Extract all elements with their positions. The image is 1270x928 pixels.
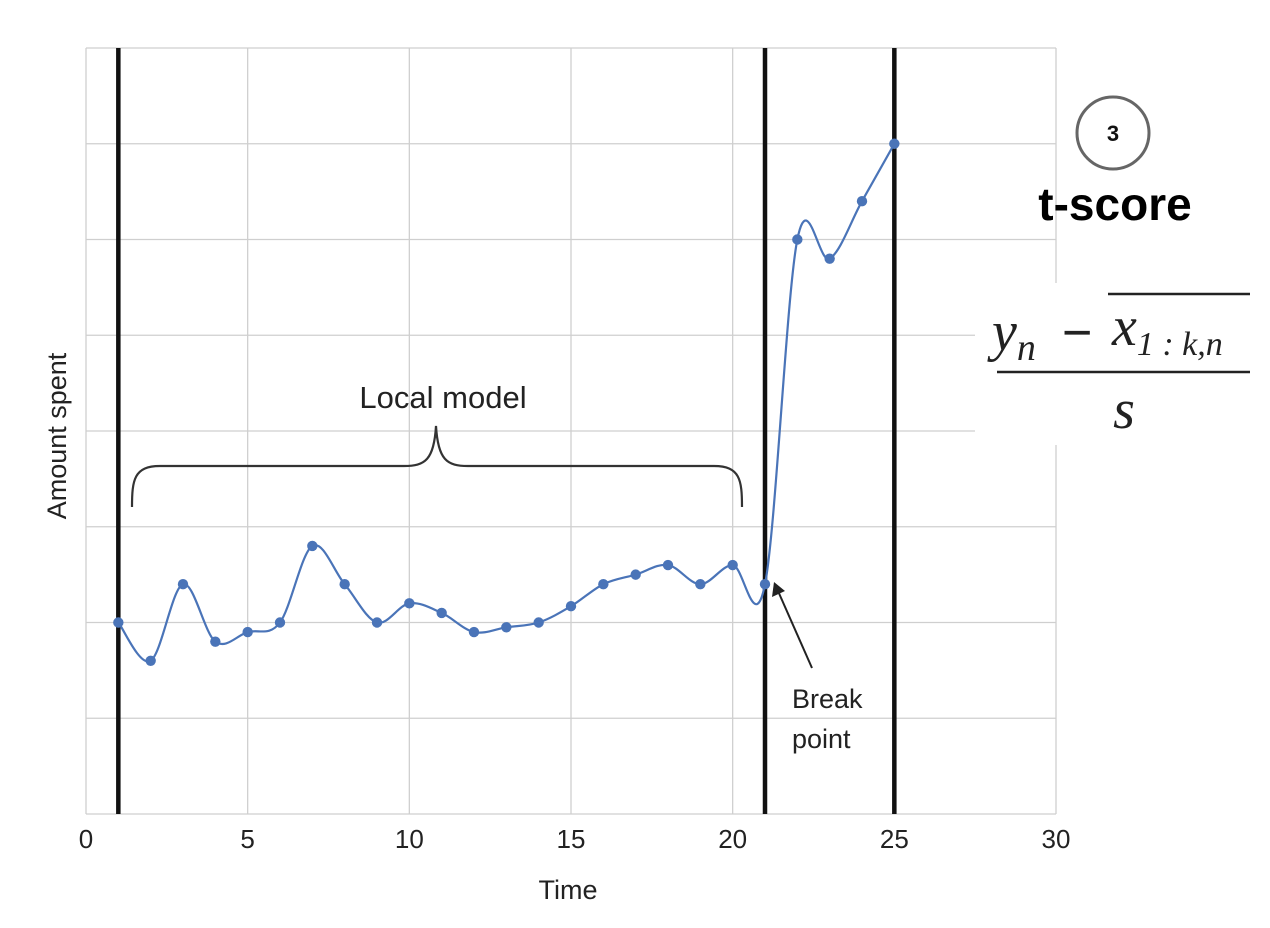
data-points: [113, 138, 900, 666]
data-point: [598, 579, 609, 590]
data-point: [113, 617, 124, 628]
t-score-formula: yn − x1 : k,n s: [987, 292, 1250, 441]
data-point: [727, 559, 738, 571]
formula-x-subscript: 1 : k,n: [1137, 326, 1223, 363]
x-tick-label: 25: [880, 824, 909, 854]
data-point: [210, 636, 221, 647]
data-point: [889, 138, 900, 149]
x-axis-label: Time: [539, 875, 598, 905]
data-point: [856, 196, 868, 207]
formula-denominator: s: [1113, 379, 1135, 441]
local-model-label: Local model: [359, 380, 526, 415]
data-point: [630, 569, 641, 580]
data-point: [339, 579, 350, 590]
x-tick-label: 0: [79, 824, 93, 854]
grid: [85, 47, 1057, 815]
data-point: [824, 253, 835, 264]
data-point: [177, 579, 189, 590]
data-point: [274, 617, 286, 628]
data-point: [792, 234, 803, 245]
x-tick-label: 15: [557, 824, 586, 854]
svg-text:x1 : k,n: x1 : k,n: [1111, 296, 1223, 363]
svg-text:yn: yn: [987, 301, 1036, 369]
data-point: [145, 655, 156, 666]
formula-minus: −: [1062, 304, 1092, 362]
break-point-arrow: [772, 582, 813, 669]
data-point: [468, 626, 480, 638]
t-score-heading: t-score: [1038, 178, 1191, 230]
x-tick-labels: 0 5 10 15 20 25 30: [79, 824, 1071, 854]
data-point: [695, 579, 706, 590]
formula-y: y: [987, 301, 1017, 363]
data-point: [436, 607, 447, 619]
data-point: [662, 559, 674, 571]
data-point: [242, 626, 253, 638]
vertical-markers: [116, 48, 897, 814]
data-point: [533, 617, 544, 628]
step-badge-number: 3: [1107, 121, 1119, 146]
x-tick-label: 20: [718, 824, 747, 854]
data-point: [565, 601, 577, 612]
formula-panel: [975, 283, 1270, 445]
data-point: [371, 617, 383, 628]
x-tick-label: 10: [395, 824, 424, 854]
step-badge: [1075, 95, 1151, 171]
x-tick-label: 5: [240, 824, 254, 854]
y-axis-label: Amount spent: [42, 352, 72, 519]
data-point: [759, 579, 771, 590]
formula-y-subscript: n: [1017, 327, 1036, 369]
data-point: [404, 598, 415, 609]
break-point-label-line1: Break: [792, 684, 863, 714]
data-point: [307, 540, 318, 552]
formula-x: x: [1111, 296, 1137, 358]
x-tick-label: 30: [1042, 824, 1071, 854]
local-model-brace: [130, 425, 744, 508]
data-point: [501, 622, 512, 633]
break-point-label-line2: point: [792, 724, 851, 754]
